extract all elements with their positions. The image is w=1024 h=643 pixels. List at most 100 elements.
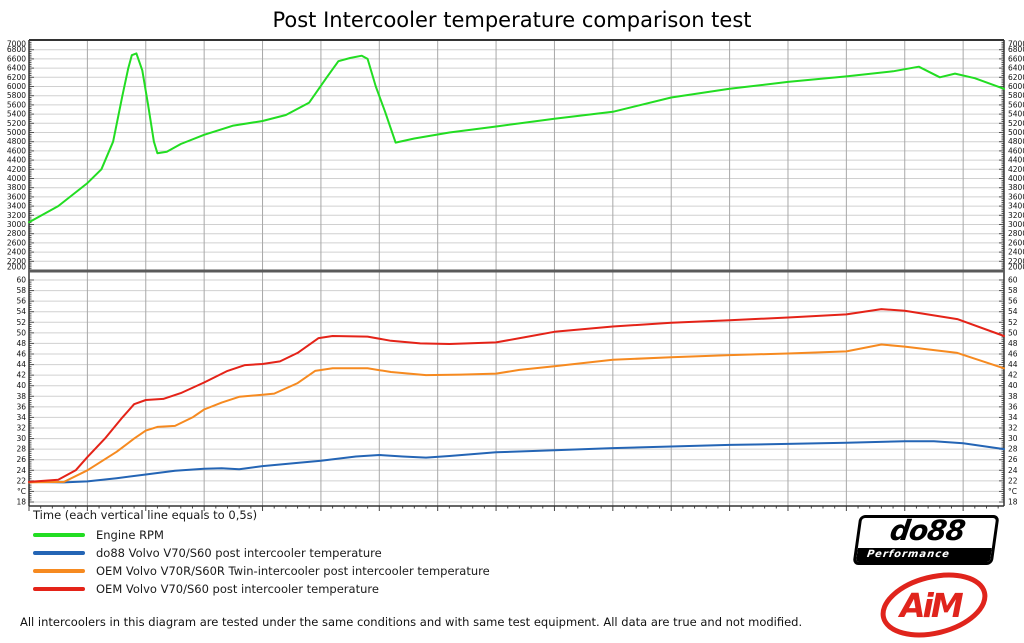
svg-text:54: 54 — [1008, 307, 1018, 316]
svg-text:24: 24 — [1008, 466, 1018, 475]
svg-text:3800: 3800 — [1008, 183, 1024, 192]
svg-text:28: 28 — [1008, 445, 1018, 454]
svg-text:6800: 6800 — [1008, 45, 1024, 54]
svg-text:50: 50 — [16, 328, 26, 337]
svg-text:6000: 6000 — [7, 82, 26, 91]
svg-text:4600: 4600 — [7, 146, 26, 155]
legend-item-engine-rpm: Engine RPM — [33, 526, 490, 544]
svg-text:6600: 6600 — [1008, 54, 1024, 63]
svg-text:4000: 4000 — [7, 174, 26, 183]
svg-text:4200: 4200 — [1008, 165, 1024, 174]
svg-text:5200: 5200 — [1008, 119, 1024, 128]
svg-text:5800: 5800 — [1008, 91, 1024, 100]
svg-text:36: 36 — [16, 402, 26, 411]
svg-text:3400: 3400 — [1008, 202, 1024, 211]
svg-text:3800: 3800 — [7, 183, 26, 192]
aim-logo-ellipse — [880, 572, 988, 638]
svg-text:52: 52 — [1008, 318, 1018, 327]
chart-legend: Engine RPM do88 Volvo V70/S60 post inter… — [33, 526, 490, 598]
svg-text:42: 42 — [1008, 371, 1018, 380]
aim-logo: AiM — [880, 572, 988, 638]
svg-text:6000: 6000 — [1008, 82, 1024, 91]
oem-line-swatch — [33, 587, 85, 591]
svg-text:6400: 6400 — [1008, 64, 1024, 73]
svg-text:3400: 3400 — [7, 202, 26, 211]
svg-text:58: 58 — [1008, 286, 1018, 295]
svg-text:2600: 2600 — [7, 238, 26, 247]
svg-text:4000: 4000 — [1008, 174, 1024, 183]
svg-text:50: 50 — [1008, 328, 1018, 337]
svg-text:7000: 7000 — [1008, 40, 1024, 49]
svg-text:60: 60 — [1008, 276, 1018, 285]
svg-text:6400: 6400 — [7, 64, 26, 73]
svg-text:22: 22 — [16, 476, 26, 485]
svg-text:46: 46 — [16, 350, 26, 359]
svg-text:7000: 7000 — [7, 40, 26, 49]
oem-twin-line-swatch — [33, 569, 85, 573]
svg-text:°C: °C — [17, 487, 26, 496]
svg-text:40: 40 — [16, 381, 26, 390]
svg-text:30: 30 — [1008, 434, 1018, 443]
svg-text:4200: 4200 — [7, 165, 26, 174]
svg-text:4600: 4600 — [1008, 146, 1024, 155]
svg-text:18: 18 — [1008, 498, 1018, 507]
page-title: Post Intercooler temperature comparison … — [272, 8, 752, 32]
svg-text:18: 18 — [16, 498, 26, 507]
svg-text:28: 28 — [16, 445, 26, 454]
svg-text:6200: 6200 — [1008, 73, 1024, 82]
svg-text:4800: 4800 — [7, 137, 26, 146]
svg-text:5000: 5000 — [1008, 128, 1024, 137]
svg-text:44: 44 — [16, 360, 26, 369]
svg-text:34: 34 — [16, 413, 26, 422]
legend-label: OEM Volvo V70R/S60R Twin-intercooler pos… — [96, 564, 490, 578]
svg-text:52: 52 — [16, 318, 26, 327]
svg-text:24: 24 — [16, 466, 26, 475]
x-axis-note: Time (each vertical line equals to 0,5s) — [33, 508, 258, 522]
svg-text:2600: 2600 — [1008, 238, 1024, 247]
legend-label: do88 Volvo V70/S60 post intercooler temp… — [96, 546, 382, 560]
svg-text:46: 46 — [1008, 350, 1018, 359]
svg-text:36: 36 — [1008, 402, 1018, 411]
svg-text:2800: 2800 — [7, 229, 26, 238]
svg-text:32: 32 — [16, 424, 26, 433]
svg-text:3000: 3000 — [7, 220, 26, 229]
svg-text:3200: 3200 — [1008, 211, 1024, 220]
svg-text:38: 38 — [1008, 392, 1018, 401]
legend-label: Engine RPM — [96, 528, 164, 542]
svg-text:26: 26 — [1008, 455, 1018, 464]
svg-text:5400: 5400 — [1008, 110, 1024, 119]
svg-text:4400: 4400 — [7, 156, 26, 165]
svg-text:56: 56 — [1008, 297, 1018, 306]
svg-text:58: 58 — [16, 286, 26, 295]
svg-text:40: 40 — [1008, 381, 1018, 390]
svg-text:5400: 5400 — [7, 110, 26, 119]
rpm-line-swatch — [33, 533, 85, 537]
svg-text:°C: °C — [1008, 487, 1017, 496]
svg-text:5200: 5200 — [7, 119, 26, 128]
svg-text:4800: 4800 — [1008, 137, 1024, 146]
svg-text:38: 38 — [16, 392, 26, 401]
svg-text:32: 32 — [1008, 424, 1018, 433]
svg-text:2200: 2200 — [1008, 257, 1024, 266]
svg-text:22: 22 — [1008, 476, 1018, 485]
svg-text:48: 48 — [1008, 339, 1018, 348]
legend-label: OEM Volvo V70/S60 post intercooler tempe… — [96, 582, 379, 596]
svg-text:2800: 2800 — [1008, 229, 1024, 238]
svg-text:5600: 5600 — [7, 100, 26, 109]
legend-item-do88: do88 Volvo V70/S60 post intercooler temp… — [33, 544, 490, 562]
svg-text:2400: 2400 — [7, 248, 26, 257]
svg-text:2200: 2200 — [7, 257, 26, 266]
svg-text:5000: 5000 — [7, 128, 26, 137]
svg-text:60: 60 — [16, 276, 26, 285]
svg-text:5800: 5800 — [7, 91, 26, 100]
legend-item-oem: OEM Volvo V70/S60 post intercooler tempe… — [33, 580, 490, 598]
svg-text:54: 54 — [16, 307, 26, 316]
svg-text:5600: 5600 — [1008, 100, 1024, 109]
svg-text:42: 42 — [16, 371, 26, 380]
svg-text:3200: 3200 — [7, 211, 26, 220]
svg-text:3600: 3600 — [1008, 192, 1024, 201]
svg-text:34: 34 — [1008, 413, 1018, 422]
svg-text:4400: 4400 — [1008, 156, 1024, 165]
